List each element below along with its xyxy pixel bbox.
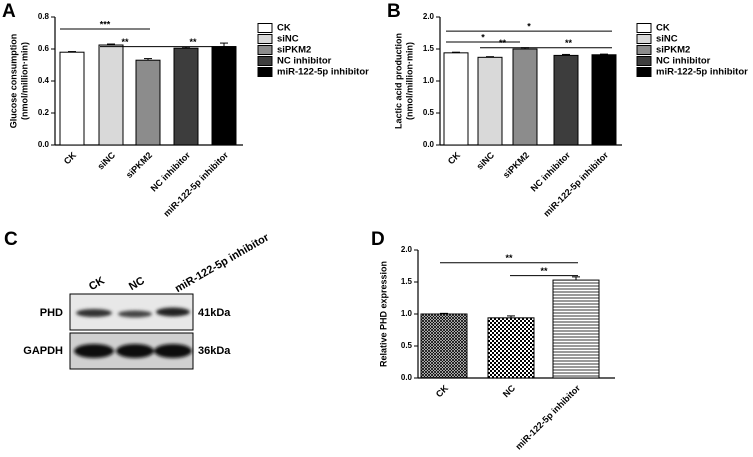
x-tick-label: siNC [96,150,118,172]
x-tick-label: NC [501,383,518,400]
size-label: 41kDa [198,307,231,319]
legend-swatch [636,45,652,55]
y-tick-label: 0.0 [38,140,50,149]
y-tick-label: 0.0 [423,140,435,149]
bar [443,52,469,146]
panel-letter: C [4,229,18,250]
y-tick-label: 2.0 [401,245,413,254]
x-tick-label: CK [446,150,463,167]
bar [135,59,161,146]
legend-swatch [636,56,652,66]
legend-swatch [257,67,273,77]
y-tick-label: 0.4 [38,76,50,85]
legend-label: siNC [277,34,299,45]
x-tick-label: siPKM2 [501,150,531,180]
y-tick-label: 0.6 [38,44,50,53]
bar [59,51,85,146]
significance-label: ** [565,38,573,48]
legend-label: siPKM2 [277,45,311,56]
bar [512,48,538,146]
legend-label: NC inhibitor [277,56,332,67]
y-tick-label: 1.0 [423,76,435,85]
y-tick-label: 0.2 [38,108,50,117]
legend-swatch [636,34,652,44]
panel-letter: A [2,1,16,22]
bar [552,279,600,379]
y-tick-label: 1.5 [401,277,413,286]
blot-panel: C CK NC miR-122-5p inhibitor PHD GAPDH 4… [4,229,272,370]
significance-label: *** [100,19,111,29]
size-label: 36kDa [198,345,231,357]
legend-label: CK [656,23,670,34]
y-axis-label: Relative PHD expression [378,261,388,367]
lane-label: NC [127,275,147,293]
panel-letter: B [387,1,401,22]
y-axis-label: Glucose consumption [8,34,18,129]
x-tick-label: CK [62,150,79,167]
significance-label: ** [499,38,507,48]
lane-label: miR-122-5p inhibitor [173,231,272,295]
x-tick-label: miR-122-5p inhibitor [541,150,610,219]
x-tick-label: CK [434,383,451,400]
legend-swatch [257,45,273,55]
legend-label: CK [277,23,291,34]
legend-label: miR-122-5p inhibitor [656,67,748,78]
y-tick-label: 1.0 [401,309,413,318]
x-tick-label: miR-122-5p inhibitor [161,150,230,219]
bar [173,47,199,146]
x-tick-label: siPKM2 [124,150,154,180]
legend-label: miR-122-5p inhibitor [277,67,369,78]
bar [487,317,535,379]
legend-swatch [636,23,652,33]
significance-label: * [527,21,531,31]
y-tick-label: 0.5 [401,341,413,350]
significance-label: ** [121,37,129,47]
panel-letter: D [371,229,385,250]
significance-label: ** [505,253,513,263]
y-tick-label: 0.5 [423,108,435,117]
legend-label: siPKM2 [656,45,690,56]
y-axis-label: Lactic acid production [393,33,403,129]
bar [591,54,617,146]
bar [420,313,468,379]
legend-label: NC inhibitor [656,56,711,67]
y-tick-label: 2.0 [423,12,435,21]
lane-label: CK [87,275,107,293]
y-axis-label: (nmol/million·min) [404,42,414,120]
legend-swatch [257,34,273,44]
bands [74,307,192,358]
legend-swatch [257,23,273,33]
significance-label: * [481,32,485,42]
x-tick-label: siNC [475,150,497,172]
y-tick-label: 0.0 [401,373,413,382]
bar [211,46,237,146]
legend-swatch [257,56,273,66]
y-axis-label: (nmol/million·min) [19,42,29,120]
y-tick-label: 0.8 [38,12,50,21]
y-tick-label: 1.5 [423,44,435,53]
legend-label: siNC [656,34,678,45]
bar [98,44,124,146]
x-tick-label: miR-122-5p inhibitor [513,383,582,452]
bar [477,56,503,146]
bar [553,54,579,146]
legend-swatch [636,67,652,77]
significance-label: ** [540,266,548,276]
significance-label: ** [189,37,197,47]
protein-label: GAPDH [23,345,63,357]
protein-label: PHD [40,307,63,319]
